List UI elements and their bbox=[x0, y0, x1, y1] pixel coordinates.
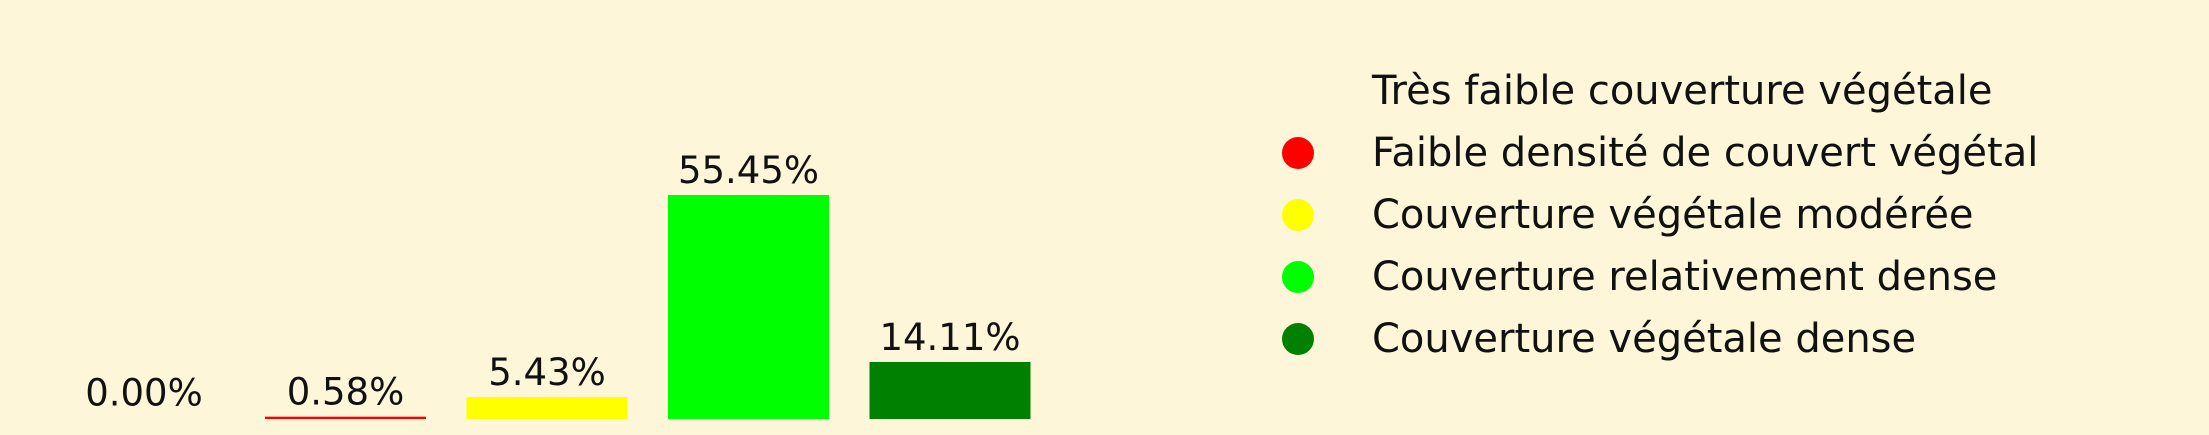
legend-item: Faible densité de couvert végétal bbox=[1270, 122, 2170, 184]
bar bbox=[265, 416, 426, 419]
bar-value-label: 0.00% bbox=[85, 372, 203, 415]
bar-value-label: 5.43% bbox=[488, 351, 606, 394]
legend-label: Très faible couverture végétale bbox=[1372, 68, 1993, 114]
legend-item: Couverture relativement dense bbox=[1270, 246, 2170, 308]
bar-value-label: 55.45% bbox=[678, 149, 819, 192]
bar bbox=[668, 195, 829, 419]
legend-item: Très faible couverture végétale bbox=[1270, 60, 2170, 122]
bar bbox=[63, 417, 225, 419]
legend: Très faible couverture végétale Faible d… bbox=[1270, 60, 2170, 370]
legend-swatch bbox=[1282, 323, 1314, 355]
legend-swatch bbox=[1282, 137, 1314, 169]
bar bbox=[466, 397, 628, 419]
legend-item: Couverture végétale modérée bbox=[1270, 184, 2170, 246]
legend-label: Faible densité de couvert végétal bbox=[1372, 130, 2039, 176]
legend-item: Couverture végétale dense bbox=[1270, 308, 2170, 370]
legend-swatch bbox=[1282, 199, 1314, 231]
data-labels-group: 0.00% 0.58% 5.43% 55.45% 14.11% bbox=[85, 149, 1020, 415]
legend-label: Couverture végétale modérée bbox=[1372, 192, 1974, 238]
bar-value-label: 0.58% bbox=[287, 371, 405, 414]
legend-label: Couverture végétale dense bbox=[1372, 316, 1917, 362]
bar-value-label: 14.11% bbox=[879, 316, 1020, 359]
bars-group bbox=[63, 195, 1031, 419]
bar bbox=[869, 362, 1031, 419]
legend-swatch bbox=[1282, 261, 1314, 293]
legend-swatch bbox=[1282, 75, 1314, 107]
legend-label: Couverture relativement dense bbox=[1372, 254, 1998, 300]
